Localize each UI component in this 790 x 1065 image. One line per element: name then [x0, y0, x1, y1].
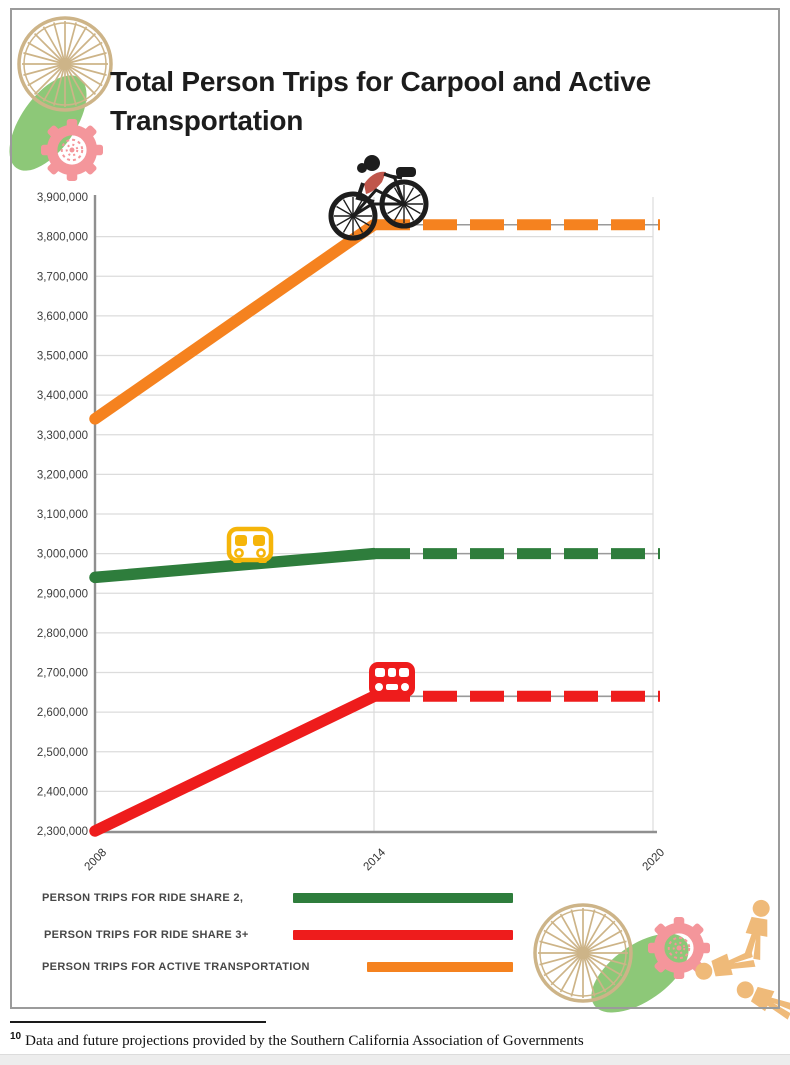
people-icons	[695, 899, 790, 1020]
legend-label: PERSON TRIPS FOR RIDE SHARE 2,	[42, 892, 244, 904]
legend-swatch-green	[293, 893, 513, 903]
y-tick-label: 3,300,000	[37, 430, 88, 442]
footnote-separator	[10, 1021, 266, 1023]
series-line-solid	[89, 690, 380, 837]
legend-swatch-red	[293, 930, 513, 940]
carpool-van-yellow-icon	[226, 526, 274, 563]
x-tick-label: 2014	[362, 846, 389, 873]
legend-label: PERSON TRIPS FOR RIDE SHARE 3+	[44, 929, 249, 941]
y-tick-label: 2,400,000	[37, 786, 88, 798]
y-tick-label: 3,600,000	[37, 311, 88, 323]
series-line-solid	[89, 218, 380, 425]
y-tick-label: 3,500,000	[37, 351, 88, 363]
chart: 3,900,000 3,800,000 3,700,000 3,600,000 3,50…	[37, 192, 668, 874]
gear-icon	[41, 119, 710, 979]
footnote-marker: 10	[10, 1031, 22, 1042]
y-tick-label: 3,100,000	[37, 509, 88, 521]
y-tick-label: 3,200,000	[37, 469, 88, 481]
y-tick-label: 3,900,000	[37, 192, 88, 204]
y-tick-label: 2,300,000	[37, 826, 88, 838]
carpool-van-red-icon	[369, 662, 415, 701]
page-title: Total Person Trips for Carpool and Activ…	[110, 66, 651, 136]
footnote: 10 Data and future projections provided b…	[10, 1031, 770, 1050]
x-tick-label: 2020	[641, 847, 668, 874]
legend-swatch-orange	[367, 962, 513, 972]
legend-label: PERSON TRIPS FOR ACTIVE TRANSPORTATION	[42, 961, 310, 973]
next-page-edge	[0, 1054, 790, 1065]
y-tick-label: 2,600,000	[37, 707, 88, 719]
y-tick-label: 2,800,000	[37, 628, 88, 640]
x-tick-label: 2008	[83, 847, 110, 874]
y-tick-label: 3,800,000	[37, 232, 88, 244]
cyclist-icon	[328, 155, 429, 241]
y-tick-label: 3,700,000	[37, 271, 88, 283]
y-tick-label: 3,400,000	[37, 390, 88, 402]
series-line-solid	[89, 547, 380, 584]
footnote-text: Data and future projections provided by …	[25, 1033, 584, 1049]
bicycle-wheel-icon	[17, 16, 633, 1003]
y-tick-label: 2,900,000	[37, 588, 88, 600]
y-tick-label: 2,700,000	[37, 668, 88, 680]
y-tick-label: 3,000,000	[37, 549, 88, 561]
y-tick-label: 2,500,000	[37, 747, 88, 759]
